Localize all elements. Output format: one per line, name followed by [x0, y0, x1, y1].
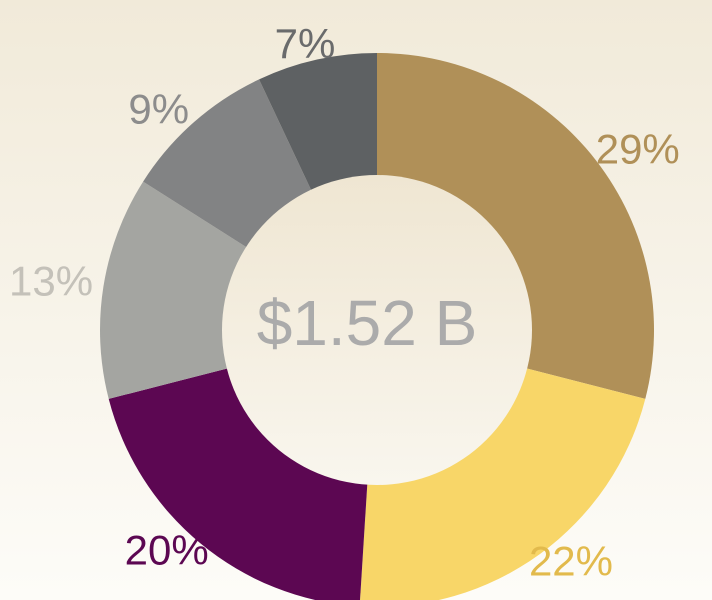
data-label: 7% [275, 20, 336, 67]
data-label: 9% [128, 86, 189, 133]
donut-hole [222, 175, 532, 485]
center-label: $1.52 B [257, 287, 478, 359]
data-label: 20% [125, 527, 209, 574]
data-label: 29% [596, 125, 680, 172]
data-label: 22% [529, 538, 613, 585]
data-label: 13% [9, 258, 93, 305]
